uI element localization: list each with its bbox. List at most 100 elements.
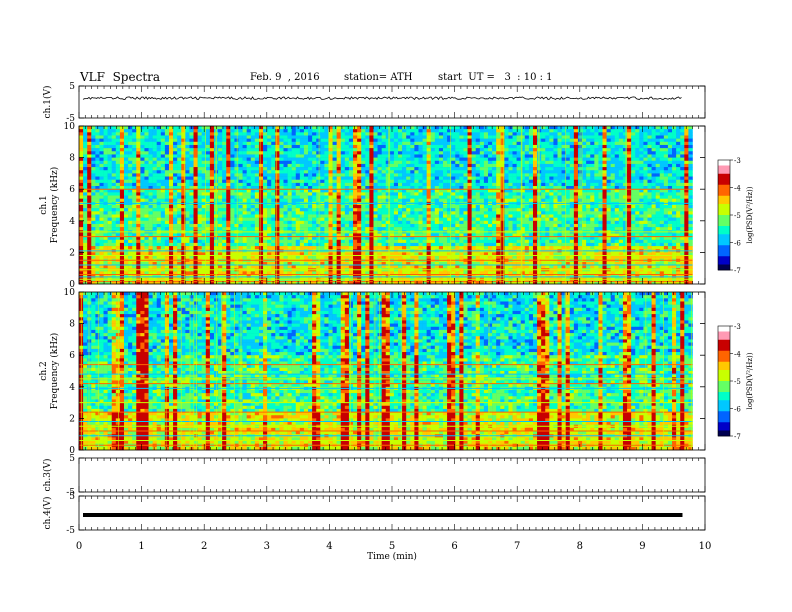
spectrogram-cell [193,167,198,171]
spectrogram-cell [353,157,358,162]
spectrogram-cell [684,157,689,162]
spectrogram-cell [193,126,198,130]
spectrogram-cell [549,160,554,165]
spectrogram-cell [582,138,587,143]
spectrogram-cell [688,135,693,139]
spectrogram-cell [635,179,640,184]
spectrogram-cell [573,220,579,225]
spectrogram-cell [508,214,513,218]
spectrogram-cell [381,144,387,149]
spectrogram-cell [479,208,485,212]
spectrogram-cell [434,135,440,139]
spectrogram-cell [107,211,113,215]
spectrogram-cell [643,163,648,168]
spectrogram-cell [263,220,268,225]
spectrogram-cell [193,129,198,133]
spectrogram-cell [676,192,681,196]
spectrogram-cell [582,132,587,136]
spectrogram-cell [377,217,382,222]
spectrogram-cell [606,160,611,165]
spectrogram-cell [467,132,472,136]
spectrogram-cell [451,126,456,130]
spectrogram-cell [299,151,305,155]
spectrogram-cell [532,220,538,225]
spectrogram-cell [659,170,665,174]
spectrogram-cell [541,129,546,133]
spectrogram-cell [283,205,288,209]
spectrogram-cell [365,170,370,174]
spectrogram-cell [528,182,534,187]
spectrogram-cell [336,227,342,231]
spectrogram-cell [594,198,599,203]
spectrogram-cell [123,223,129,228]
spectrogram-cell [271,205,276,209]
spectrogram-cell [438,182,444,187]
spectrogram-cell [647,220,652,225]
spectrogram-cell [414,208,419,212]
spectrogram-cell [361,157,366,162]
spectrogram-cell [614,170,620,174]
spectrogram-cell [87,148,92,152]
spectrogram-cell [152,135,158,139]
spectrogram-cell [610,151,616,155]
spectrogram-cell [193,179,198,184]
spectrogram-cell [569,151,575,155]
spectrogram-cell [676,170,681,174]
spectrogram-cell [655,170,661,174]
spectrogram-cell [164,211,170,215]
spectrogram-cell [201,138,207,143]
spectrogram-cell [663,144,669,149]
spectrogram-cell [303,148,309,152]
spectrogram-cell [455,129,460,133]
spectrogram-cell [618,144,624,149]
spectrogram-cell [365,189,370,193]
spectrogram-cell [291,167,297,171]
spectrogram-cell [299,154,305,158]
spectrogram-cell [287,205,292,209]
spectrogram-cell [353,160,358,165]
spectrogram-cell [582,214,587,218]
spectrogram-cell [561,141,566,146]
spectrogram-cell [258,126,264,130]
spectrogram-cell [655,217,661,222]
spectrogram-cell [647,157,652,162]
spectrogram-cell [250,132,256,136]
spectrogram-cell [205,192,211,196]
spectrogram-cell [622,192,628,196]
spectrogram-cell [582,157,587,162]
spectrogram-cell [643,173,648,177]
spectrogram-cell [340,192,346,196]
spectrogram-cell [299,173,305,177]
spectrogram-cell [128,223,133,228]
spectrogram-cell [222,223,227,228]
spectrogram-cell [573,167,579,171]
spectrogram-cell [267,176,272,181]
spectrogram-cell [528,170,534,174]
spectrogram-cell [549,198,554,203]
spectrogram-cell [532,163,538,168]
spectrogram-cell [627,176,632,181]
spectrogram-cell [430,192,436,196]
spectrogram-cell [434,182,440,187]
spectrogram-cell [103,192,108,196]
spectrogram-cell [353,167,358,171]
spectrogram-cell [508,163,513,168]
spectrogram-cell [471,217,477,222]
spectrogram-cell [340,198,346,203]
spectrogram-cell [312,205,317,209]
spectrogram-cell [357,208,362,212]
spectrogram-cell [254,198,260,203]
spectrogram-cell [222,176,227,181]
spectrogram-cell [373,138,378,143]
spectrogram-cell [258,173,264,177]
spectrogram-cell [647,214,652,218]
spectrogram-cell [684,132,689,136]
spectrogram-cell [246,176,252,181]
spectrogram-cell [291,198,297,203]
spectrogram-cell [287,192,292,196]
spectrogram-cell [541,217,546,222]
spectrogram-cell [222,157,227,162]
spectrogram-cell [434,157,440,162]
spectrogram-cell [83,223,88,228]
spectrogram-cell [111,163,117,168]
